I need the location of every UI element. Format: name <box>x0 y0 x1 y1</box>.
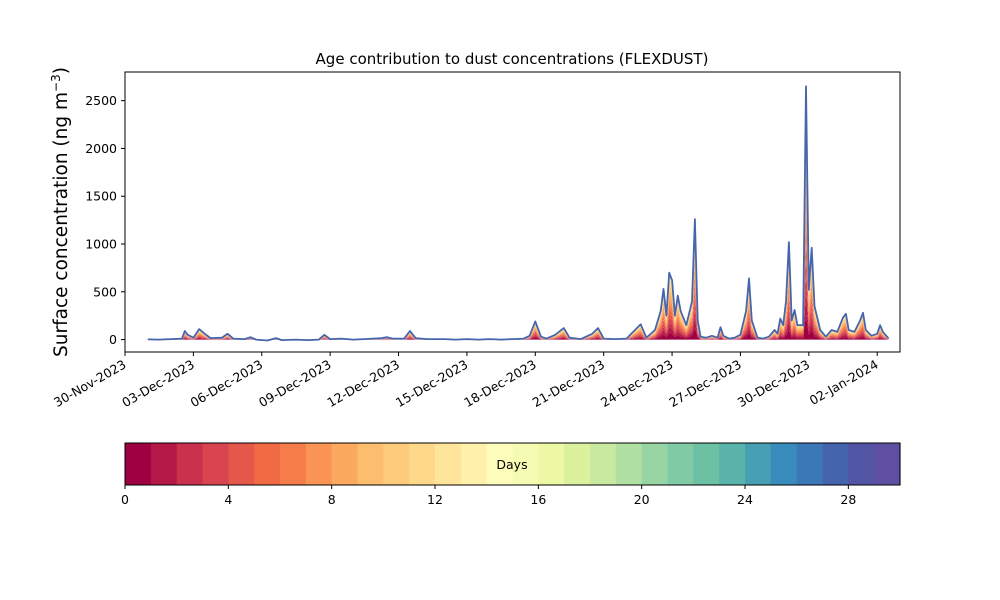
colorbar-tick-label: 12 <box>427 492 443 507</box>
x-tick-label: 24-Dec-2023 <box>598 357 676 410</box>
colorbar-tick-label: 28 <box>840 492 856 507</box>
colorbar-swatch <box>590 443 617 485</box>
x-tick-label: 15-Dec-2023 <box>393 357 471 410</box>
age-contribution-areas <box>147 86 889 340</box>
age-band-area-4 <box>147 240 889 340</box>
colorbar-swatch <box>745 443 772 485</box>
x-tick-label: 09-Dec-2023 <box>256 357 334 410</box>
age-band-area-9 <box>147 152 889 340</box>
x-tick-label: 27-Dec-2023 <box>666 357 744 410</box>
y-axis-label-exponent: −3 <box>49 74 63 92</box>
colorbar-swatch <box>564 443 591 485</box>
colorbar-swatch <box>125 443 152 485</box>
colorbar-swatch <box>693 443 720 485</box>
plot-frame <box>124 71 901 353</box>
colorbar-swatch <box>667 443 694 485</box>
colorbar-swatch <box>150 443 178 485</box>
colorbar-tick-label: 20 <box>634 492 650 507</box>
colorbar-swatch <box>874 443 901 485</box>
colorbar-label: Days <box>496 457 527 472</box>
colorbar-swatch <box>796 443 824 485</box>
y-tick-label: 1500 <box>85 189 117 204</box>
colorbar-swatch <box>848 443 875 485</box>
age-band-area-8 <box>147 169 889 340</box>
colorbar-swatch <box>641 443 669 485</box>
y-tick-label: 0 <box>109 332 117 347</box>
y-tick-label: 500 <box>93 284 117 299</box>
x-tick-label: 30-Dec-2023 <box>735 357 813 410</box>
colorbar-axis: 0 4 8 12 16 20 24 28 <box>121 485 856 507</box>
total-concentration-line-group <box>147 85 890 342</box>
x-tick-label: 12-Dec-2023 <box>324 357 402 410</box>
age-band-area-11 <box>147 116 889 340</box>
colorbar-swatch <box>486 443 514 485</box>
colorbar-swatch <box>228 443 255 485</box>
x-tick-label: 06-Dec-2023 <box>188 357 266 410</box>
colorbar-swatch <box>331 443 359 485</box>
y-tick-label: 2000 <box>85 141 117 156</box>
colorbar-frame <box>124 442 901 486</box>
colorbar-swatch <box>202 443 229 485</box>
age-band-area-13 <box>147 86 889 340</box>
colorbar-swatch <box>280 443 307 485</box>
colorbar-swatch <box>254 443 281 485</box>
y-axis: 0 500 1000 1500 2000 2500 <box>85 93 125 347</box>
age-band-area-6 <box>147 205 889 340</box>
x-tick-label: 21-Dec-2023 <box>530 357 608 410</box>
colorbar-swatch <box>460 443 488 485</box>
colorbar-swatch <box>615 443 643 485</box>
colorbar-swatch <box>176 443 204 485</box>
colorbar <box>125 443 901 485</box>
age-band-area-10 <box>147 134 889 340</box>
colorbar-swatch <box>409 443 436 485</box>
colorbar-swatch <box>383 443 410 485</box>
age-band-area-7 <box>147 187 889 340</box>
age-band-area-3 <box>147 258 889 340</box>
x-tick-label: 02-Jan-2024 <box>807 357 881 408</box>
total-concentration-line <box>147 85 890 342</box>
colorbar-tick-label: 8 <box>328 492 336 507</box>
x-tick-label: 18-Dec-2023 <box>461 357 539 410</box>
y-tick-label: 1000 <box>85 237 117 252</box>
colorbar-swatch <box>357 443 384 485</box>
colorbar-tick-label: 4 <box>224 492 232 507</box>
age-band-area-12 <box>147 101 889 340</box>
colorbar-swatch <box>538 443 565 485</box>
age-band-area-0 <box>147 314 889 340</box>
colorbar-swatch <box>719 443 746 485</box>
age-band-area-1 <box>147 294 889 340</box>
colorbar-swatch <box>770 443 798 485</box>
chart-title: Age contribution to dust concentrations … <box>316 50 709 68</box>
y-axis-label: Surface concentration (ng m−3) <box>49 67 72 357</box>
colorbar-swatch <box>822 443 849 485</box>
x-tick-label: 03-Dec-2023 <box>119 357 197 410</box>
y-axis-label-close: ) <box>51 67 72 74</box>
x-tick-label: 30-Nov-2023 <box>51 357 128 410</box>
age-band-area-5 <box>147 223 889 340</box>
colorbar-tick-label: 16 <box>530 492 546 507</box>
y-axis-label-main: Surface concentration (ng m <box>51 92 72 357</box>
age-band-area-2 <box>147 276 889 340</box>
x-axis: 30-Nov-202303-Dec-202306-Dec-202309-Dec-… <box>51 352 881 410</box>
colorbar-tick-label: 0 <box>121 492 129 507</box>
colorbar-swatch <box>435 443 462 485</box>
y-tick-label: 2500 <box>85 93 117 108</box>
colorbar-swatch <box>305 443 333 485</box>
colorbar-tick-label: 24 <box>737 492 753 507</box>
colorbar-swatch <box>512 443 539 485</box>
